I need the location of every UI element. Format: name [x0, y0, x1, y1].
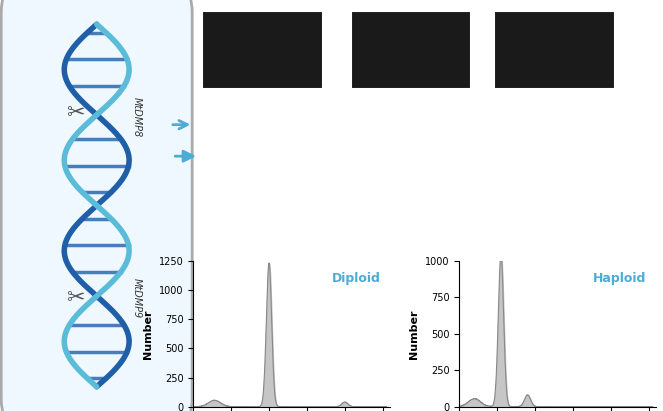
Text: mtdmp8 mtdmp9: mtdmp8 mtdmp9	[505, 213, 614, 226]
Text: ✂: ✂	[66, 288, 84, 308]
Y-axis label: Number: Number	[143, 309, 153, 358]
Text: A17: A17	[282, 213, 309, 226]
Text: ✂: ✂	[66, 103, 84, 123]
Y-axis label: Number: Number	[410, 309, 420, 358]
FancyBboxPatch shape	[1, 0, 192, 411]
Text: MtDMP8: MtDMP8	[131, 97, 141, 137]
Text: Haploid: Haploid	[593, 272, 646, 285]
Bar	[351, 12, 471, 88]
Text: Diploid: Diploid	[332, 272, 381, 285]
Bar	[494, 12, 615, 88]
Text: MtDMP9: MtDMP9	[131, 278, 141, 318]
Bar	[202, 12, 323, 88]
Text: Haploid: Haploid	[398, 213, 452, 226]
